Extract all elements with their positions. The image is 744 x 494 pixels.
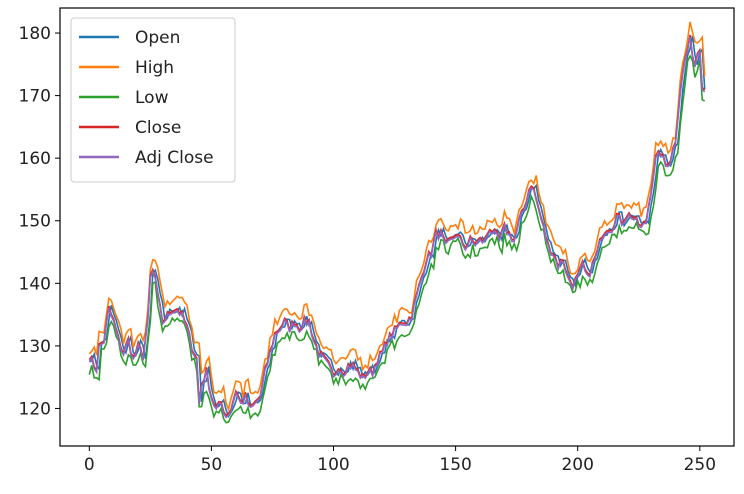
legend: Open High Low Close Adj Close — [70, 17, 236, 183]
x-tick-label: 250 — [684, 455, 716, 475]
legend-label: Open — [135, 28, 180, 48]
series-lines — [88, 21, 706, 424]
y-tick-label: 130 — [19, 337, 51, 357]
y-tick-label: 120 — [19, 399, 51, 419]
y-tick-label: 170 — [19, 87, 51, 107]
axes-frame — [59, 7, 735, 447]
legend-label: Close — [135, 118, 181, 138]
legend-label: High — [135, 58, 174, 78]
y-tick-label: 150 — [19, 212, 51, 232]
y-tick-label: 180 — [19, 24, 51, 44]
series-line-low — [88, 54, 706, 424]
x-tick-label: 200 — [561, 455, 593, 475]
legend-box — [70, 17, 236, 183]
y-tick-label: 140 — [19, 274, 51, 294]
x-tick-label: 50 — [201, 455, 223, 475]
legend-label: Low — [135, 88, 169, 108]
series-line-high — [88, 21, 706, 413]
legend-label: Adj Close — [135, 148, 214, 168]
x-tick-label: 0 — [84, 455, 95, 475]
x-axis-ticks: 0 50 100 150 200 250 — [84, 446, 716, 475]
y-axis-ticks: 120 130 140 150 160 170 180 — [19, 24, 60, 419]
x-tick-label: 150 — [439, 455, 471, 475]
x-tick-label: 100 — [317, 455, 349, 475]
series-line-adj-close — [88, 36, 706, 419]
y-tick-label: 160 — [19, 149, 51, 169]
